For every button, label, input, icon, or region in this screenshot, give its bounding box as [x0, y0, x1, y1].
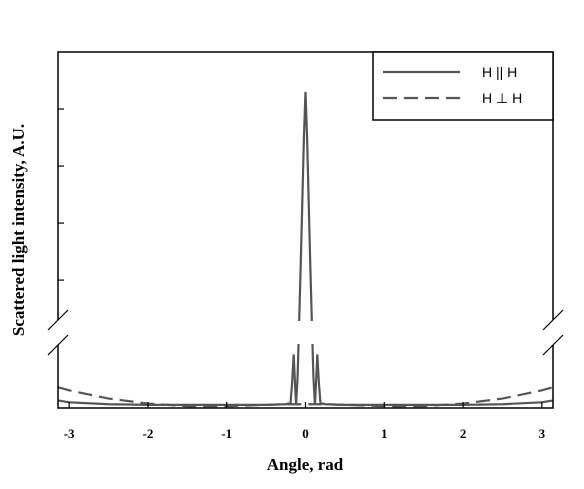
legend-label: H ⊥ H [482, 90, 522, 106]
break-mark [47, 334, 69, 356]
x-tick-label: -2 [143, 426, 154, 441]
legend-box [372, 51, 554, 121]
break-mark [542, 334, 564, 356]
data-line [57, 91, 554, 406]
x-tick-label: -3 [64, 426, 75, 441]
x-tick-label: 1 [381, 426, 388, 441]
x-axis-label: Angle, rad [267, 455, 344, 474]
break-mark [47, 309, 69, 331]
x-tick-label: 0 [302, 426, 309, 441]
x-tick-label: 3 [539, 426, 546, 441]
axis-break-gap [46, 321, 565, 344]
x-tick-label: -1 [221, 426, 232, 441]
y-axis-label: Scattered light intensity, A.U. [9, 124, 28, 336]
x-tick-label: 2 [460, 426, 467, 441]
legend-label: H || H [482, 64, 517, 80]
legend: H || H H ⊥ H [372, 51, 554, 121]
break-mark [542, 309, 564, 331]
